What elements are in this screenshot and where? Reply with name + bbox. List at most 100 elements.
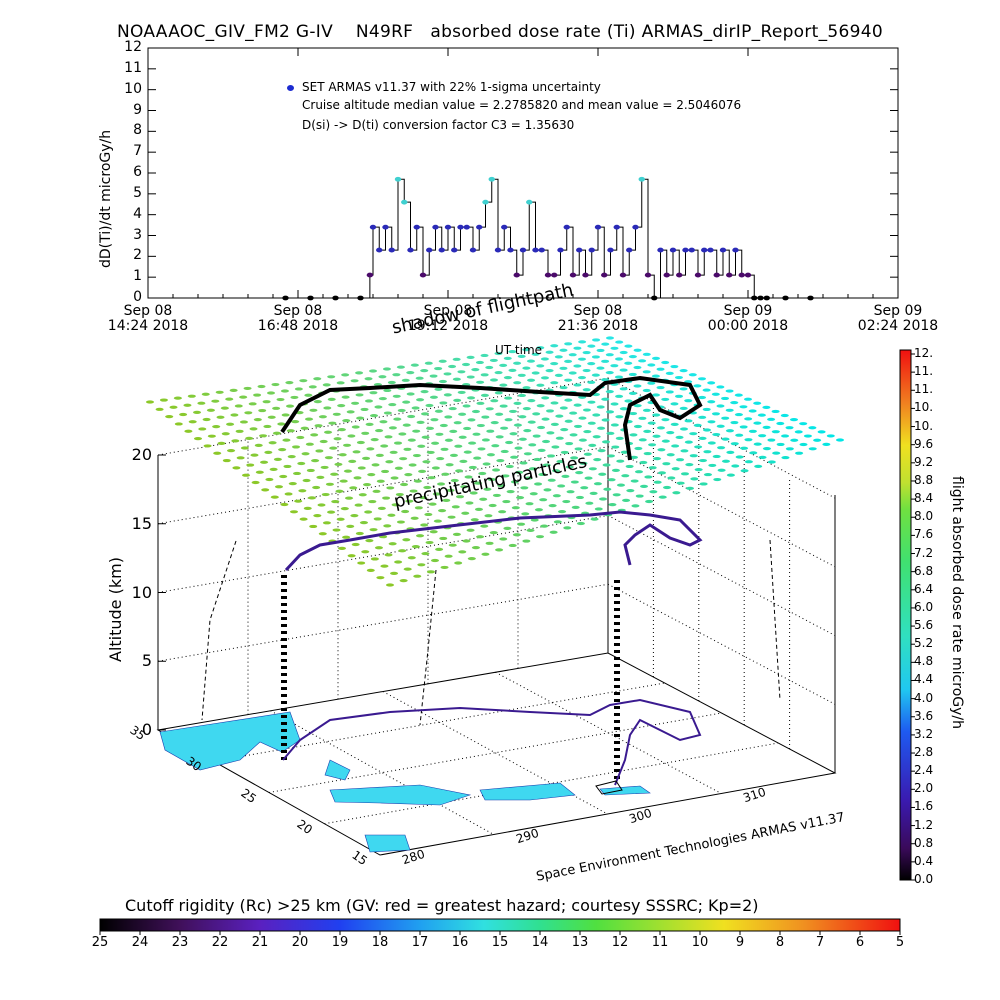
particle-cell xyxy=(374,546,383,550)
particle-cell xyxy=(603,487,612,491)
particle-cell xyxy=(536,535,544,539)
colorbar-tick-label: 3.6 xyxy=(914,708,934,723)
particle-cell xyxy=(545,350,554,354)
particle-cell xyxy=(577,357,586,361)
particle-cell xyxy=(159,398,168,402)
colorbar-tick-label: 5.2 xyxy=(914,636,934,651)
dose-rate-point xyxy=(476,224,483,230)
particle-cell xyxy=(499,404,508,408)
particle-cell xyxy=(721,396,730,401)
y-tick-label: 4 xyxy=(133,205,142,222)
particle-cell xyxy=(203,444,212,448)
particle-cell xyxy=(331,499,340,504)
particle-cell xyxy=(449,429,458,433)
particle-cell xyxy=(387,380,396,385)
particle-cell xyxy=(597,426,606,430)
particle-cell xyxy=(576,521,585,526)
particle-cell xyxy=(822,442,831,446)
particle-cell xyxy=(611,468,620,472)
hbar-tick-label: 24 xyxy=(131,935,149,950)
particle-cell xyxy=(342,535,351,539)
dose-rate-point xyxy=(469,247,477,253)
particle-cell xyxy=(394,560,403,564)
particle-cell xyxy=(408,463,417,467)
particle-cell xyxy=(587,344,596,348)
particle-cell xyxy=(571,505,580,509)
z-tick-label: 5 xyxy=(141,651,152,671)
z-tick-label: 0 xyxy=(141,720,152,739)
particle-cell xyxy=(236,456,245,460)
ascent-marker xyxy=(281,666,287,669)
particle-cell xyxy=(647,363,656,367)
particle-cell xyxy=(240,446,249,450)
particle-cell xyxy=(355,371,364,375)
particle-cell xyxy=(206,408,215,412)
particle-cell xyxy=(666,431,675,435)
particle-cell xyxy=(429,374,438,378)
descent-marker xyxy=(614,671,620,674)
particle-cell xyxy=(702,407,711,412)
dose-rate-point xyxy=(638,176,645,182)
particle-cell xyxy=(384,435,393,439)
particle-cell xyxy=(596,366,605,370)
descent-marker xyxy=(614,594,620,597)
dose-rate-point xyxy=(719,247,727,253)
particle-cell xyxy=(570,480,579,484)
hbar-tick-label: 12 xyxy=(611,935,629,950)
particle-cell xyxy=(725,408,734,412)
colorbar-tick-label: 4.8 xyxy=(914,654,934,669)
particle-cell xyxy=(380,444,389,448)
particle-cell xyxy=(508,368,517,372)
particle-cell xyxy=(422,460,431,464)
particle-cell xyxy=(527,420,536,424)
particle-cell xyxy=(361,550,370,554)
dose-rate-point xyxy=(401,199,408,205)
dose-rate-point xyxy=(538,247,545,253)
hbar-tick-label: 20 xyxy=(291,935,309,950)
particle-cell xyxy=(569,433,578,437)
particle-cell xyxy=(605,390,614,394)
particle-cell xyxy=(602,463,611,467)
particle-cell xyxy=(417,563,426,567)
dose-rate-point xyxy=(394,176,402,182)
colorbar-tick-label: 0.8 xyxy=(914,835,934,850)
particle-cell xyxy=(239,395,248,399)
particle-cell xyxy=(269,467,278,471)
particle-cell xyxy=(588,443,597,448)
particle-cell xyxy=(578,376,586,380)
particle-cell xyxy=(658,495,667,499)
particle-cell xyxy=(380,564,389,568)
particle-cell xyxy=(590,517,599,521)
particle-cell xyxy=(187,394,196,398)
particle-cell xyxy=(393,417,402,421)
particle-cell xyxy=(808,426,817,430)
particle-cell xyxy=(274,485,283,489)
vertical-colorbar-rect xyxy=(899,349,912,881)
particle-cell xyxy=(282,438,291,442)
dose-rate-point xyxy=(332,295,339,301)
particle-cell xyxy=(601,418,610,422)
descent-marker xyxy=(614,608,620,611)
particle-cell xyxy=(523,452,532,456)
particle-cell xyxy=(661,439,670,443)
particle-cell xyxy=(338,453,347,457)
particle-cell xyxy=(494,391,503,395)
particle-cell xyxy=(244,411,253,415)
particle-cell xyxy=(488,503,497,508)
particle-cell xyxy=(374,405,383,409)
particle-cell xyxy=(680,427,688,431)
y-tick-label: 12 xyxy=(124,39,142,55)
dose-rate-point xyxy=(282,295,289,301)
particle-cell xyxy=(234,404,243,408)
descent-marker xyxy=(614,734,620,737)
particle-cell xyxy=(304,393,313,397)
particle-cell xyxy=(560,428,569,432)
particle-cell xyxy=(731,464,740,468)
particle-cell xyxy=(402,400,411,404)
x-tick-time: 00:00 2018 xyxy=(707,318,789,334)
particle-cell xyxy=(442,498,451,502)
particle-cell xyxy=(213,451,222,455)
particle-cell xyxy=(575,470,584,475)
particle-cell xyxy=(513,423,522,427)
particle-cell xyxy=(500,426,509,430)
